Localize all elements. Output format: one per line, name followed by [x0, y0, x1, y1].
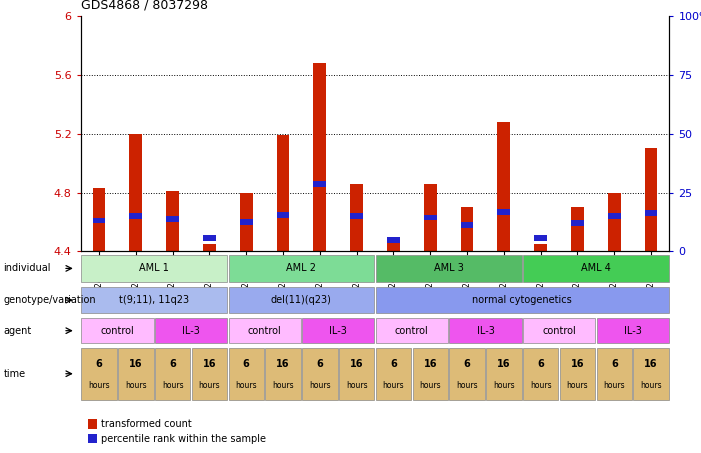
- Text: transformed count: transformed count: [101, 419, 191, 429]
- Text: time: time: [4, 369, 26, 379]
- Text: AML 1: AML 1: [139, 263, 169, 274]
- Text: 6: 6: [537, 360, 544, 370]
- Bar: [93, 188, 105, 251]
- Text: 16: 16: [276, 360, 290, 370]
- Bar: [608, 213, 620, 219]
- Text: 6: 6: [95, 360, 102, 370]
- Bar: [498, 209, 510, 215]
- Bar: [461, 222, 473, 228]
- Bar: [424, 184, 437, 251]
- Text: 16: 16: [129, 360, 142, 370]
- Text: percentile rank within the sample: percentile rank within the sample: [101, 434, 266, 443]
- Text: control: control: [100, 326, 135, 336]
- Text: IL-3: IL-3: [329, 326, 347, 336]
- Text: hours: hours: [493, 381, 515, 390]
- Text: AML 3: AML 3: [434, 263, 463, 274]
- Bar: [534, 235, 547, 241]
- Text: 6: 6: [611, 360, 618, 370]
- Text: agent: agent: [4, 326, 32, 336]
- Text: hours: hours: [272, 381, 294, 390]
- Text: AML 4: AML 4: [581, 263, 611, 274]
- Text: 6: 6: [169, 360, 176, 370]
- Bar: [313, 63, 326, 251]
- Text: t(9;11), 11q23: t(9;11), 11q23: [119, 295, 189, 305]
- Bar: [350, 213, 363, 219]
- Bar: [608, 193, 620, 251]
- Text: 6: 6: [243, 360, 250, 370]
- Bar: [645, 149, 658, 251]
- Bar: [166, 216, 179, 222]
- Bar: [645, 210, 658, 216]
- Text: 16: 16: [571, 360, 584, 370]
- Bar: [461, 207, 473, 251]
- Bar: [166, 191, 179, 251]
- Text: control: control: [395, 326, 429, 336]
- Bar: [130, 213, 142, 219]
- Text: hours: hours: [236, 381, 257, 390]
- Bar: [571, 207, 584, 251]
- Bar: [88, 434, 97, 443]
- Text: hours: hours: [604, 381, 625, 390]
- Text: GDS4868 / 8037298: GDS4868 / 8037298: [81, 0, 207, 11]
- Text: hours: hours: [88, 381, 110, 390]
- Bar: [277, 212, 290, 217]
- Text: hours: hours: [309, 381, 331, 390]
- Text: hours: hours: [530, 381, 552, 390]
- Text: 6: 6: [390, 360, 397, 370]
- Bar: [424, 215, 437, 221]
- Text: 16: 16: [644, 360, 658, 370]
- Bar: [130, 134, 142, 251]
- Bar: [498, 122, 510, 251]
- Text: hours: hours: [566, 381, 588, 390]
- Text: control: control: [542, 326, 576, 336]
- Bar: [571, 221, 584, 226]
- Text: hours: hours: [198, 381, 220, 390]
- Bar: [350, 184, 363, 251]
- Text: control: control: [247, 326, 282, 336]
- Bar: [277, 135, 290, 251]
- Text: hours: hours: [456, 381, 478, 390]
- Text: hours: hours: [419, 381, 441, 390]
- Bar: [313, 181, 326, 187]
- Bar: [203, 244, 216, 251]
- Text: hours: hours: [125, 381, 147, 390]
- Text: 6: 6: [463, 360, 470, 370]
- Text: IL-3: IL-3: [477, 326, 494, 336]
- Text: AML 2: AML 2: [287, 263, 316, 274]
- Text: hours: hours: [640, 381, 662, 390]
- Bar: [534, 244, 547, 251]
- Bar: [240, 193, 252, 251]
- Text: individual: individual: [4, 263, 51, 274]
- Text: 6: 6: [316, 360, 323, 370]
- Text: IL-3: IL-3: [182, 326, 200, 336]
- Bar: [387, 243, 400, 251]
- Text: IL-3: IL-3: [624, 326, 641, 336]
- Text: 16: 16: [350, 360, 363, 370]
- Text: hours: hours: [346, 381, 367, 390]
- Bar: [93, 217, 105, 223]
- Text: del(11)(q23): del(11)(q23): [271, 295, 332, 305]
- Bar: [387, 236, 400, 243]
- Bar: [240, 219, 252, 225]
- Bar: [88, 419, 97, 429]
- Bar: [203, 235, 216, 241]
- Text: genotype/variation: genotype/variation: [4, 295, 96, 305]
- Text: 16: 16: [497, 360, 510, 370]
- Text: 16: 16: [423, 360, 437, 370]
- Text: hours: hours: [162, 381, 184, 390]
- Text: hours: hours: [383, 381, 404, 390]
- Text: 16: 16: [203, 360, 216, 370]
- Text: normal cytogenetics: normal cytogenetics: [472, 295, 572, 305]
